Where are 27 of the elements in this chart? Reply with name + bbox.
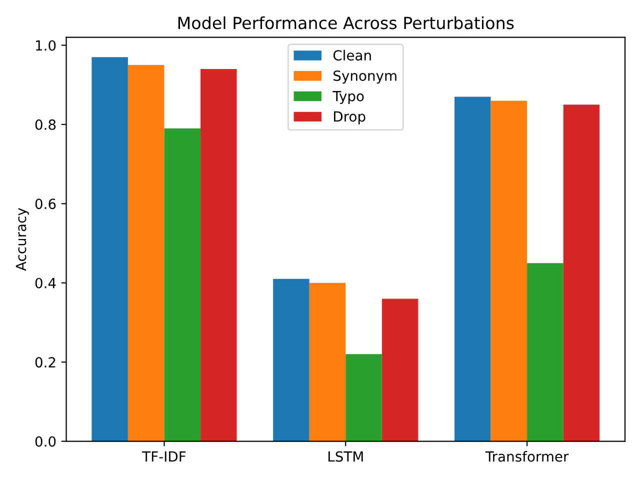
x-tick-label: Transformer — [485, 451, 569, 462]
chart-title: Model Performance Across Perturbations — [178, 16, 514, 30]
legend-label: Clean — [333, 50, 371, 61]
bar — [128, 65, 164, 442]
bar — [382, 298, 418, 442]
bar — [200, 69, 237, 442]
bar — [92, 57, 128, 442]
bar — [273, 278, 310, 442]
y-tick-label: 1.0 — [36, 40, 56, 51]
bar — [454, 96, 491, 442]
bar — [346, 354, 382, 442]
y-tick-label: 0.4 — [35, 278, 56, 288]
legend-label: Typo — [332, 91, 364, 104]
bar — [164, 128, 201, 442]
x-tick-label: LSTM — [328, 451, 363, 462]
bar — [563, 104, 600, 442]
x-tick-label: TF-IDF — [142, 451, 186, 462]
legend-label: Synonym — [334, 70, 396, 84]
y-axis-title: Accuracy — [16, 208, 29, 271]
y-tick-label: 0.6 — [35, 198, 56, 210]
y-tick-label: 0.0 — [35, 436, 56, 447]
legend-label: Drop — [334, 111, 366, 124]
bar — [527, 263, 564, 442]
y-tick-label: 0.8 — [35, 119, 56, 130]
bar — [309, 282, 346, 442]
bar — [490, 100, 528, 442]
y-tick-label: 0.2 — [35, 357, 56, 368]
